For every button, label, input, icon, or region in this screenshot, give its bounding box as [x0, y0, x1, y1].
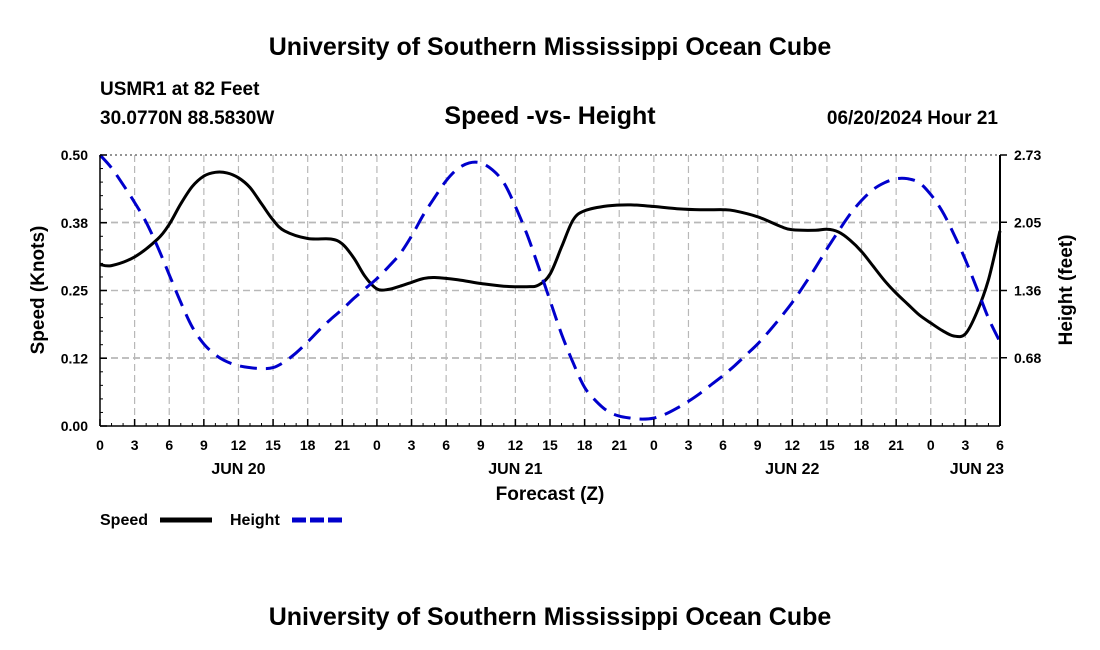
x-tick-label-26: 6	[996, 437, 1004, 453]
x-tick-label-22: 18	[854, 437, 870, 453]
x-tick-label-3: 9	[200, 437, 208, 453]
x-tick-label-24: 0	[927, 437, 935, 453]
footer-title: University of Southern Mississippi Ocean…	[269, 603, 832, 631]
x-tick-label-12: 12	[508, 437, 524, 453]
y-left-tick-label-1: 0.12	[61, 350, 88, 366]
x-tick-label-19: 9	[754, 437, 762, 453]
y-left-tick-label-2: 0.25	[61, 283, 88, 299]
y-right-tick-label-1: 1.36	[1014, 283, 1041, 299]
date-label-2: JUN 22	[765, 461, 819, 478]
x-tick-label-9: 3	[408, 437, 416, 453]
x-tick-label-21: 15	[819, 437, 835, 453]
y-left-tick-label-4: 0.50	[61, 147, 88, 163]
x-tick-label-23: 21	[888, 437, 904, 453]
y-axis-left-label: Speed (Knots)	[28, 226, 49, 355]
issued-time: 06/20/2024 Hour 21	[827, 108, 999, 129]
x-tick-label-4: 12	[231, 437, 247, 453]
y-right-tick-label-0: 0.68	[1014, 350, 1041, 366]
station-label: USMR1 at 82 Feet	[100, 79, 260, 100]
tick-labels: 0 3 6 9 12 15 18 21 0 3 6 9 12 15 18 21 0 3 6 9 12 15 18 21 0 3 6 J…	[61, 147, 1042, 478]
x-tick-label-0: 0	[96, 437, 104, 453]
date-label-3: JUN 23	[950, 461, 1004, 478]
series-layer	[98, 153, 1002, 421]
x-tick-label-17: 3	[685, 437, 693, 453]
legend: Speed Height	[100, 512, 343, 529]
x-tick-label-18: 6	[719, 437, 727, 453]
grid	[100, 154, 1000, 426]
x-tick-label-1: 3	[131, 437, 139, 453]
y-left-tick-label-0: 0.00	[61, 418, 88, 434]
x-tick-label-8: 0	[373, 437, 381, 453]
y-right-tick-label-2: 2.05	[1014, 214, 1041, 230]
x-tick-label-25: 3	[961, 437, 969, 453]
x-tick-label-16: 0	[650, 437, 658, 453]
series-line-height	[98, 153, 1002, 421]
x-tick-label-20: 12	[785, 437, 801, 453]
legend-label-speed: Speed	[100, 512, 148, 529]
x-tick-label-11: 9	[477, 437, 485, 453]
x-tick-label-5: 15	[265, 437, 281, 453]
date-label-0: JUN 20	[211, 461, 265, 478]
x-tick-label-10: 6	[442, 437, 450, 453]
x-tick-label-6: 18	[300, 437, 316, 453]
y-left-tick-label-3: 0.38	[61, 215, 88, 231]
axis-ticks	[99, 154, 1007, 427]
x-tick-label-13: 15	[542, 437, 558, 453]
x-tick-label-14: 18	[577, 437, 593, 453]
x-tick-label-2: 6	[165, 437, 173, 453]
station-coords: 30.0770N 88.5830W	[100, 108, 274, 129]
y-right-tick-label-3: 2.73	[1014, 147, 1041, 163]
x-axis-label: Forecast (Z)	[496, 484, 605, 505]
date-label-1: JUN 21	[488, 461, 542, 478]
y-axis-right-label: Height (feet)	[1056, 235, 1077, 346]
legend-label-height: Height	[230, 512, 280, 529]
page-title: University of Southern Mississippi Ocean…	[269, 33, 832, 61]
x-tick-label-15: 21	[611, 437, 627, 453]
chart-title: Speed -vs- Height	[444, 102, 656, 130]
x-tick-label-7: 21	[335, 437, 351, 453]
